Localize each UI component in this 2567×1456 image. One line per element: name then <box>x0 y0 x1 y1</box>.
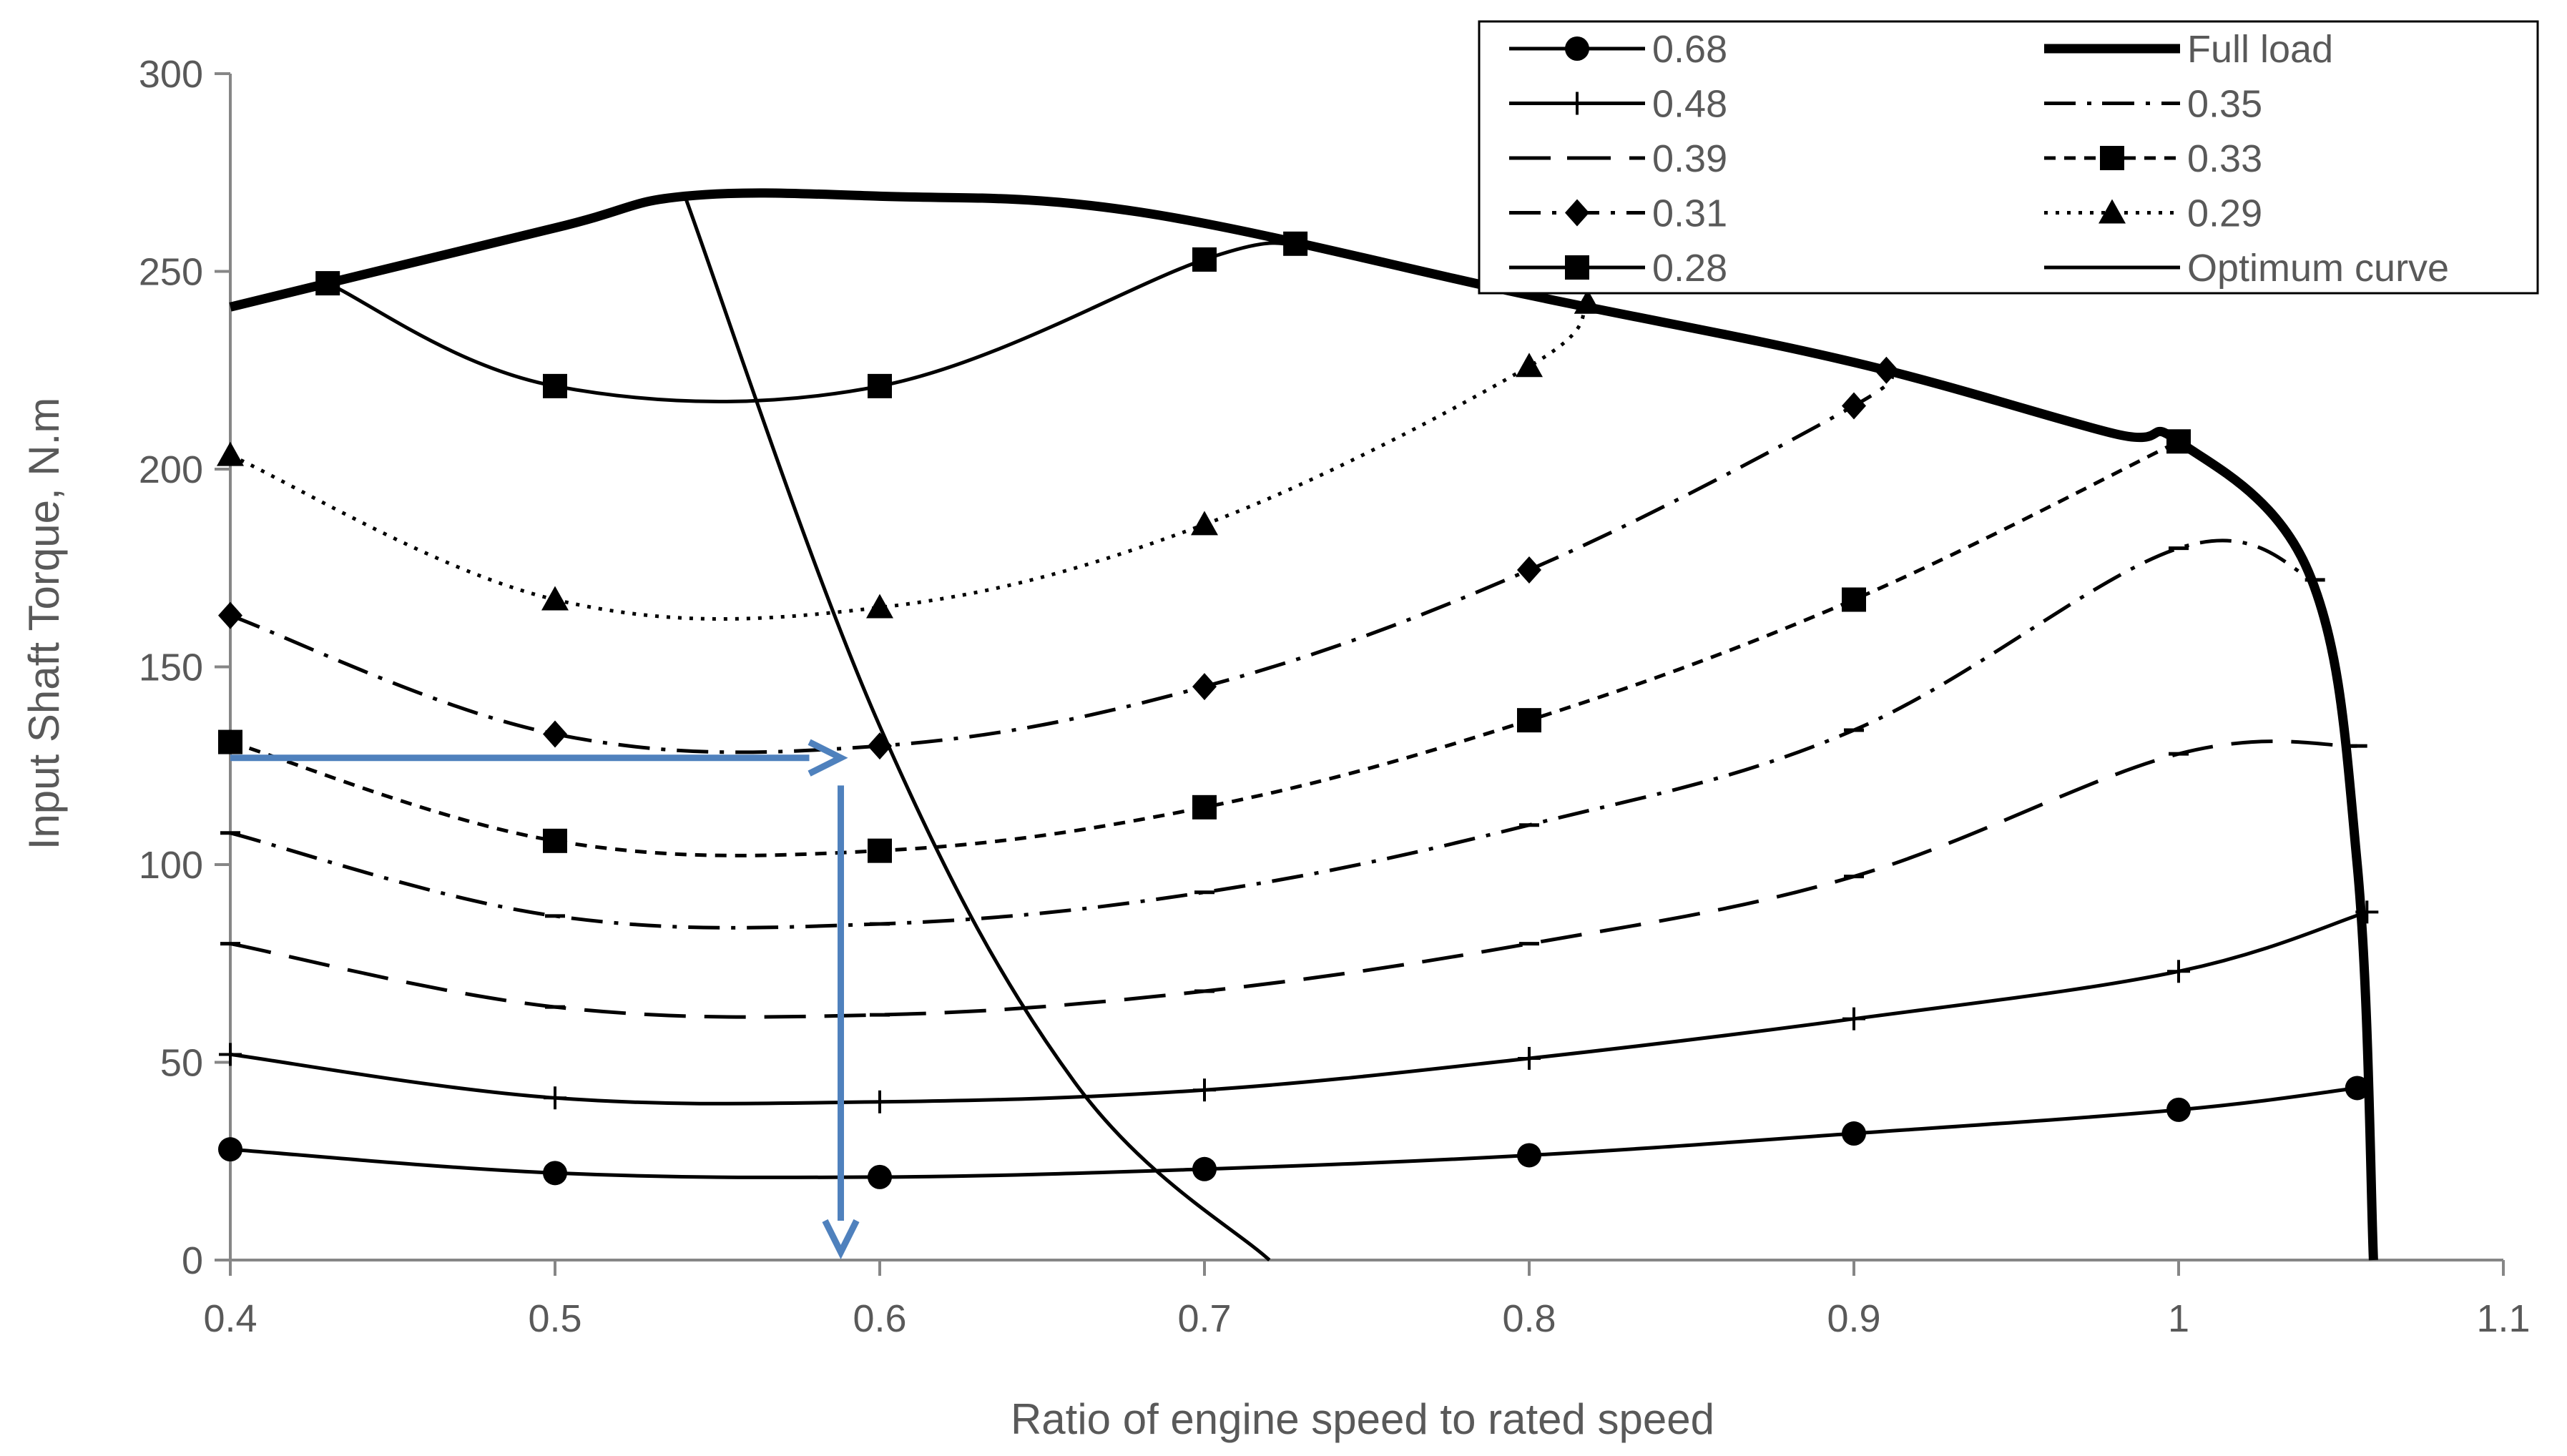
legend-marker <box>1565 199 1589 227</box>
data-point-0-68 <box>543 1161 567 1186</box>
series-optimum-curve <box>683 195 1271 1261</box>
arrow-head <box>808 739 848 777</box>
legend-marker <box>2099 199 2126 224</box>
data-point-0-68 <box>868 1164 892 1189</box>
legend-marker <box>2100 146 2124 170</box>
series-line-0-31 <box>230 369 1894 754</box>
legend-entry-0-39: 0.39 <box>1509 137 1727 180</box>
x-tick-label: 0.8 <box>1502 1297 1556 1340</box>
legend-entry-0-35: 0.35 <box>2044 83 2262 126</box>
x-tick-label: 1 <box>2168 1297 2189 1340</box>
series-layer <box>217 188 2379 1261</box>
data-point-0-29 <box>541 586 569 611</box>
data-point-0-31 <box>218 601 242 629</box>
y-tick-label: 100 <box>139 844 203 887</box>
data-point-0-33 <box>543 828 567 853</box>
series-0-48 <box>219 900 2379 1113</box>
legend-marker <box>1565 36 1589 61</box>
legend-entry-0-48: 0.48 <box>1509 83 1727 126</box>
legend-label: 0.48 <box>1652 83 1727 126</box>
legend-label: Full load <box>2187 28 2333 71</box>
legend-entry-0-28: 0.28 <box>1509 247 1727 290</box>
data-point-0-31 <box>543 720 567 748</box>
annotation-arrow <box>230 739 848 777</box>
legend-entry-0-33: 0.33 <box>2044 137 2262 180</box>
legend-label: 0.33 <box>2187 137 2262 180</box>
series-0-35 <box>220 538 2325 930</box>
annotation-layer <box>230 739 860 1260</box>
x-axis-title: Ratio of engine speed to rated speed <box>1011 1395 1714 1443</box>
legend-entry-optimum-curve: Optimum curve <box>2044 247 2449 290</box>
data-point-0-33 <box>1842 587 1866 612</box>
legend-entry-0-29: 0.29 <box>2044 192 2262 235</box>
legend: 0.68 0.48 0.39 0.31 0.28 Full load 0.35 0.33 0.2… <box>1478 20 2539 295</box>
data-point-0-68 <box>1517 1143 1541 1168</box>
data-point-0-33 <box>1517 708 1541 733</box>
data-point-0-29 <box>866 594 893 619</box>
legend-label: 0.28 <box>1652 247 1727 290</box>
data-point-0-29 <box>1191 511 1218 536</box>
legend-label: Optimum curve <box>2187 247 2449 290</box>
legend-label: 0.31 <box>1652 192 1727 235</box>
legend-entry-0-31: 0.31 <box>1509 192 1727 235</box>
legend-label: 0.39 <box>1652 137 1727 180</box>
series-full-load <box>229 188 2378 1261</box>
y-tick-label: 150 <box>139 646 203 689</box>
legend-label: 0.68 <box>1652 28 1727 71</box>
y-tick-label: 300 <box>139 53 203 96</box>
data-point-0-33 <box>1192 795 1217 820</box>
y-tick-label: 250 <box>139 251 203 294</box>
data-point-0-68 <box>218 1137 242 1162</box>
axes: 0 50 100 150 200 250 300 0.4 0.5 0.6 0.7 0.8 0.9 1 1.1 <box>139 53 2531 1340</box>
y-tick-label: 0 <box>182 1239 203 1282</box>
y-axis-title: Input Shaft Torque, N.m <box>20 398 68 850</box>
legend-label: 0.29 <box>2187 192 2262 235</box>
x-tick-label: 0.5 <box>528 1297 581 1340</box>
x-tick-label: 0.4 <box>203 1297 257 1340</box>
data-point-0-28 <box>1192 247 1217 272</box>
series-line-0-48 <box>230 910 2368 1106</box>
data-point-0-31 <box>1517 556 1541 584</box>
data-point-0-28 <box>868 373 892 398</box>
series-line-0-39 <box>230 739 2357 1019</box>
data-point-0-68 <box>1192 1156 1217 1181</box>
data-point-0-68 <box>1842 1121 1866 1146</box>
series-line-full-load <box>229 188 2378 1261</box>
legend-label: 0.35 <box>2187 83 2262 126</box>
data-point-0-68 <box>2166 1097 2191 1122</box>
x-tick-label: 0.7 <box>1177 1297 1231 1340</box>
series-0-68 <box>218 1076 2370 1189</box>
data-point-0-33 <box>868 838 892 863</box>
x-tick-label: 1.1 <box>2476 1297 2530 1340</box>
data-point-0-29 <box>217 441 244 466</box>
y-tick-label: 50 <box>160 1042 203 1085</box>
data-point-0-28 <box>543 373 567 398</box>
series-line-0-35 <box>230 538 2316 930</box>
x-tick-label: 0.6 <box>853 1297 906 1340</box>
legend-marker <box>1565 255 1589 280</box>
data-point-0-29 <box>1516 353 1543 378</box>
legend-box <box>1478 20 2539 295</box>
y-tick-label: 200 <box>139 448 203 491</box>
series-line-optimum-curve <box>683 195 1271 1261</box>
data-point-0-31 <box>1192 673 1217 701</box>
data-point-0-31 <box>1842 392 1866 420</box>
legend-entry-full-load: Full load <box>2044 28 2333 71</box>
legend-entry-0-68: 0.68 <box>1509 28 1727 71</box>
series-0-31 <box>218 356 1899 760</box>
series-line-0-68 <box>230 1086 2358 1179</box>
annotation-arrow <box>822 785 860 1260</box>
data-point-0-68 <box>2345 1076 2370 1101</box>
data-point-0-33 <box>218 729 242 754</box>
arrow-head <box>822 1219 860 1260</box>
x-tick-label: 0.9 <box>1827 1297 1880 1340</box>
